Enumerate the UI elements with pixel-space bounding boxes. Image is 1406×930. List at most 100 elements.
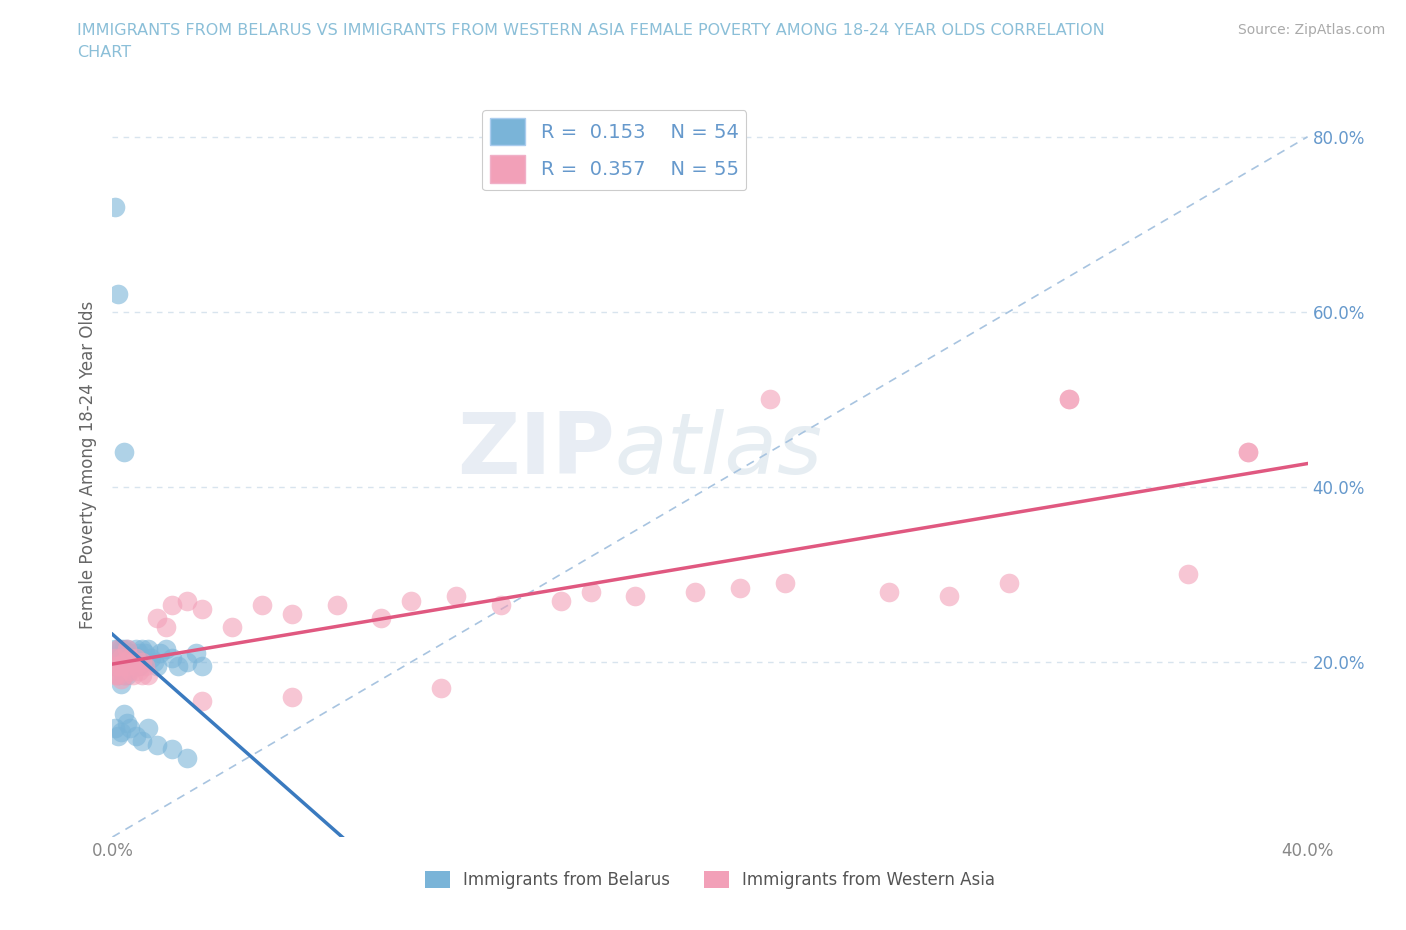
Point — [191, 658, 214, 673]
Point — [125, 650, 148, 665]
Point — [134, 658, 156, 673]
Point — [131, 655, 153, 670]
Point — [149, 645, 172, 660]
Point — [167, 658, 190, 673]
Point — [114, 668, 135, 683]
Point — [728, 580, 751, 595]
Point — [104, 199, 127, 214]
Point — [110, 724, 132, 739]
Text: CHART: CHART — [77, 45, 131, 60]
Point — [155, 619, 177, 634]
Point — [444, 589, 467, 604]
Point — [624, 589, 647, 604]
Point — [114, 642, 135, 657]
Point — [128, 663, 150, 678]
Point — [176, 751, 198, 765]
Point — [141, 650, 163, 665]
Point — [143, 655, 166, 670]
Point — [114, 445, 135, 459]
Point — [117, 716, 139, 731]
Point — [114, 650, 135, 665]
Point — [281, 606, 304, 621]
Point — [186, 645, 208, 660]
Point — [104, 668, 127, 683]
Point — [138, 642, 160, 657]
Point — [128, 658, 150, 673]
Point — [1057, 392, 1080, 406]
Point — [120, 645, 142, 660]
Point — [155, 642, 177, 657]
Point — [117, 642, 139, 657]
Point — [104, 650, 127, 665]
Point — [122, 658, 145, 673]
Point — [107, 642, 129, 657]
Point — [370, 611, 392, 626]
Point — [107, 286, 129, 301]
Point — [191, 694, 214, 709]
Point — [110, 676, 132, 691]
Point — [579, 584, 602, 599]
Point — [325, 598, 347, 613]
Point — [146, 611, 169, 626]
Point — [125, 658, 148, 673]
Point — [117, 668, 139, 683]
Point — [114, 668, 135, 683]
Point — [122, 655, 145, 670]
Point — [131, 733, 153, 748]
Point — [489, 598, 512, 613]
Point — [114, 707, 135, 722]
Point — [1237, 445, 1260, 459]
Point — [759, 392, 782, 406]
Point — [110, 672, 132, 687]
Text: IMMIGRANTS FROM BELARUS VS IMMIGRANTS FROM WESTERN ASIA FEMALE POVERTY AMONG 18-: IMMIGRANTS FROM BELARUS VS IMMIGRANTS FR… — [77, 23, 1105, 38]
Point — [107, 642, 129, 657]
Point — [107, 658, 129, 673]
Point — [107, 668, 129, 683]
Point — [117, 655, 139, 670]
Point — [998, 576, 1021, 591]
Point — [1177, 567, 1199, 582]
Point — [110, 642, 132, 657]
Point — [162, 598, 183, 613]
Text: atlas: atlas — [614, 408, 823, 492]
Point — [176, 593, 198, 608]
Point — [138, 668, 160, 683]
Point — [122, 650, 145, 665]
Point — [879, 584, 901, 599]
Point — [114, 655, 135, 670]
Point — [550, 593, 572, 608]
Point — [120, 650, 142, 665]
Point — [103, 658, 125, 673]
Point — [110, 658, 132, 673]
Point — [104, 642, 127, 657]
Point — [146, 658, 169, 673]
Point — [107, 668, 129, 683]
Point — [401, 593, 423, 608]
Point — [104, 650, 127, 665]
Point — [146, 737, 169, 752]
Point — [120, 720, 142, 735]
Point — [176, 655, 198, 670]
Point — [250, 598, 273, 613]
Point — [117, 658, 139, 673]
Point — [125, 642, 148, 657]
Point — [162, 650, 183, 665]
Point — [683, 584, 706, 599]
Point — [110, 650, 132, 665]
Point — [104, 720, 127, 735]
Point — [191, 602, 214, 617]
Point — [107, 658, 129, 673]
Point — [117, 642, 139, 657]
Point — [110, 650, 132, 665]
Point — [221, 619, 243, 634]
Point — [122, 668, 145, 683]
Point — [773, 576, 796, 591]
Legend: Immigrants from Belarus, Immigrants from Western Asia: Immigrants from Belarus, Immigrants from… — [419, 864, 1001, 896]
Point — [103, 658, 125, 673]
Point — [162, 742, 183, 757]
Point — [131, 642, 153, 657]
Y-axis label: Female Poverty Among 18-24 Year Olds: Female Poverty Among 18-24 Year Olds — [79, 301, 97, 629]
Point — [128, 645, 150, 660]
Point — [281, 689, 304, 704]
Point — [138, 720, 160, 735]
